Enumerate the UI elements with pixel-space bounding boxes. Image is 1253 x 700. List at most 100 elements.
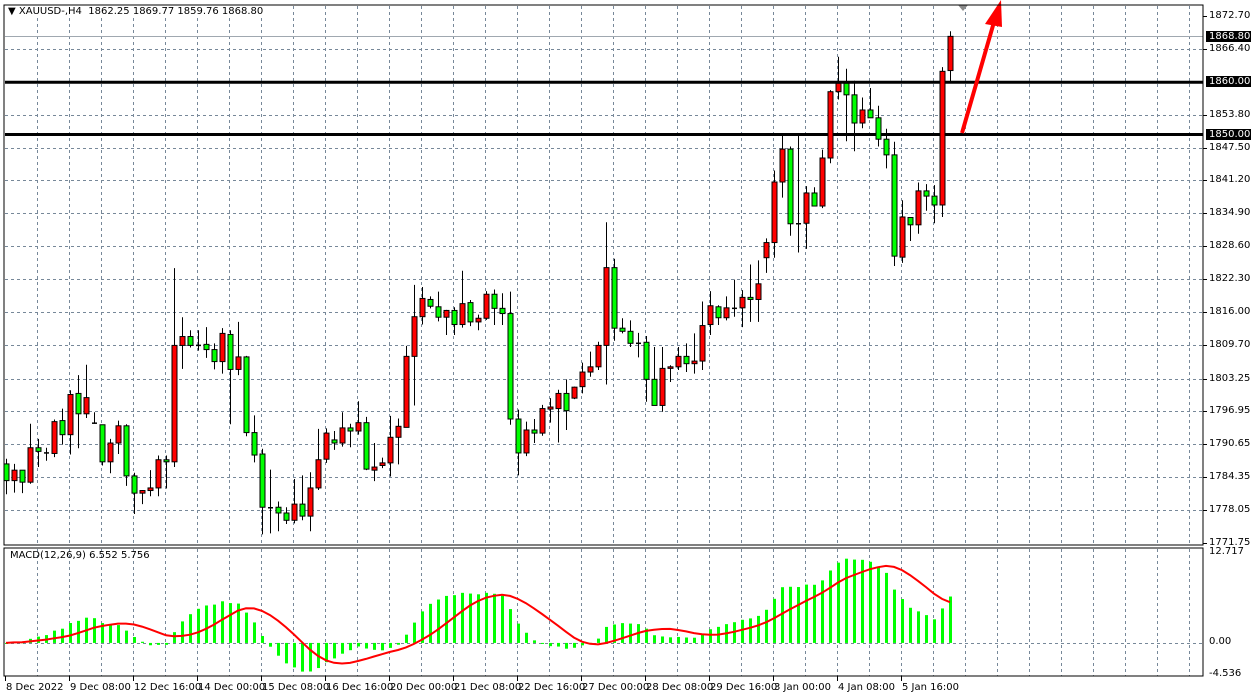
macd-histogram-bar bbox=[365, 642, 368, 649]
symbol-label: XAUUSD-,H4 bbox=[18, 6, 82, 17]
candle-body bbox=[451, 309, 458, 326]
candle bbox=[251, 415, 258, 463]
macd-histogram-bar bbox=[373, 642, 376, 650]
macd-histogram-bar bbox=[453, 595, 456, 643]
candle bbox=[123, 424, 130, 486]
candle bbox=[507, 291, 514, 425]
candle-body bbox=[363, 422, 370, 470]
candle-body bbox=[147, 487, 154, 492]
macd-histogram-bar bbox=[221, 601, 224, 643]
macd-histogram-bar bbox=[461, 592, 464, 643]
price-tick-label: 1816.00 bbox=[1209, 305, 1251, 317]
time-tick-label: 22 Dec 16:00 bbox=[518, 682, 586, 693]
candle-body bbox=[755, 283, 762, 300]
candle-body bbox=[595, 344, 602, 368]
candle-body bbox=[203, 343, 210, 351]
macd-signal-line bbox=[5, 564, 951, 665]
macd-histogram-bar bbox=[901, 599, 904, 643]
candle bbox=[131, 472, 138, 515]
price-tick-label: 1866.40 bbox=[1209, 42, 1251, 54]
candle-body bbox=[403, 355, 410, 428]
candle-body bbox=[859, 109, 866, 124]
candle-body bbox=[851, 94, 858, 124]
candle bbox=[187, 330, 194, 348]
candle bbox=[443, 309, 450, 335]
candle bbox=[891, 141, 898, 267]
time-tick-label: 29 Dec 16:00 bbox=[710, 682, 778, 693]
chart-shift-marker-icon[interactable] bbox=[958, 5, 968, 11]
macd-histogram-bar bbox=[909, 607, 912, 643]
macd-histogram-bar bbox=[205, 605, 208, 643]
candle bbox=[595, 341, 602, 370]
candle-body bbox=[899, 216, 906, 258]
candle bbox=[315, 428, 322, 491]
macd-histogram-bar bbox=[229, 603, 232, 643]
macd-histogram-bar bbox=[101, 623, 104, 643]
macd-histogram-bar bbox=[485, 592, 488, 643]
candle bbox=[27, 423, 34, 484]
macd-signal-value: 5.756 bbox=[120, 550, 150, 561]
time-tick-label: 3 Jan 00:00 bbox=[774, 682, 831, 693]
candle-body bbox=[747, 296, 754, 300]
candle bbox=[227, 330, 234, 425]
candle-body bbox=[523, 429, 530, 454]
candle-body bbox=[307, 487, 314, 517]
macd-histogram-bar bbox=[709, 629, 712, 643]
candle-body bbox=[387, 436, 394, 464]
candle bbox=[819, 149, 826, 209]
macd-histogram-bar bbox=[541, 642, 544, 644]
candle-body bbox=[139, 490, 146, 494]
macd-histogram-bar bbox=[933, 619, 936, 643]
macd-histogram-bar bbox=[157, 642, 160, 645]
macd-histogram-bar bbox=[949, 596, 952, 643]
price-tick-label: 1803.25 bbox=[1209, 372, 1251, 384]
candle bbox=[587, 351, 594, 377]
candle-body bbox=[355, 422, 362, 432]
price-tick-label: 1822.30 bbox=[1209, 272, 1251, 284]
candle bbox=[395, 418, 402, 465]
candle bbox=[211, 343, 218, 370]
candle bbox=[147, 470, 154, 497]
high-value: 1869.77 bbox=[132, 6, 175, 17]
candle bbox=[44, 447, 49, 461]
candle-body bbox=[219, 332, 226, 363]
candle-body bbox=[443, 309, 450, 318]
macd-histogram-bar bbox=[605, 626, 608, 643]
macd-histogram-bar bbox=[405, 634, 408, 643]
candle-body bbox=[275, 506, 282, 514]
candle bbox=[796, 135, 801, 253]
price-tick-label: 1847.50 bbox=[1209, 141, 1251, 153]
candle bbox=[219, 328, 226, 374]
dropdown-triangle-icon[interactable]: ▼ bbox=[8, 6, 19, 17]
candle-body bbox=[643, 341, 650, 380]
candle-body bbox=[699, 325, 706, 362]
price-tick-label: 1809.70 bbox=[1209, 338, 1251, 350]
candle bbox=[723, 296, 730, 321]
trend-arrow[interactable] bbox=[960, 0, 1002, 134]
candle-body bbox=[947, 35, 954, 72]
candle-body bbox=[163, 459, 170, 463]
macd-histogram-bar bbox=[701, 634, 704, 643]
close-value: 1868.80 bbox=[221, 6, 264, 17]
candle bbox=[459, 270, 466, 328]
macd-histogram-bar bbox=[573, 642, 576, 648]
macd-histogram-bar bbox=[741, 619, 744, 643]
candle bbox=[619, 318, 626, 334]
candle bbox=[75, 375, 82, 449]
time-tick-label: 9 Dec 08:00 bbox=[70, 682, 131, 693]
candle-body bbox=[475, 317, 482, 323]
candle-body bbox=[35, 447, 42, 452]
candle bbox=[755, 260, 762, 322]
time-tick-label: 12 Dec 16:00 bbox=[134, 682, 202, 693]
macd-histogram-bar bbox=[501, 595, 504, 643]
macd-histogram-bar bbox=[189, 614, 192, 643]
candle-body bbox=[459, 303, 466, 326]
time-tick-label: 27 Dec 00:00 bbox=[582, 682, 650, 693]
candle-body bbox=[787, 148, 794, 225]
macd-histogram-bar bbox=[429, 603, 432, 643]
macd-histogram-bar bbox=[149, 642, 152, 646]
candle bbox=[627, 320, 634, 347]
candle bbox=[115, 420, 122, 454]
